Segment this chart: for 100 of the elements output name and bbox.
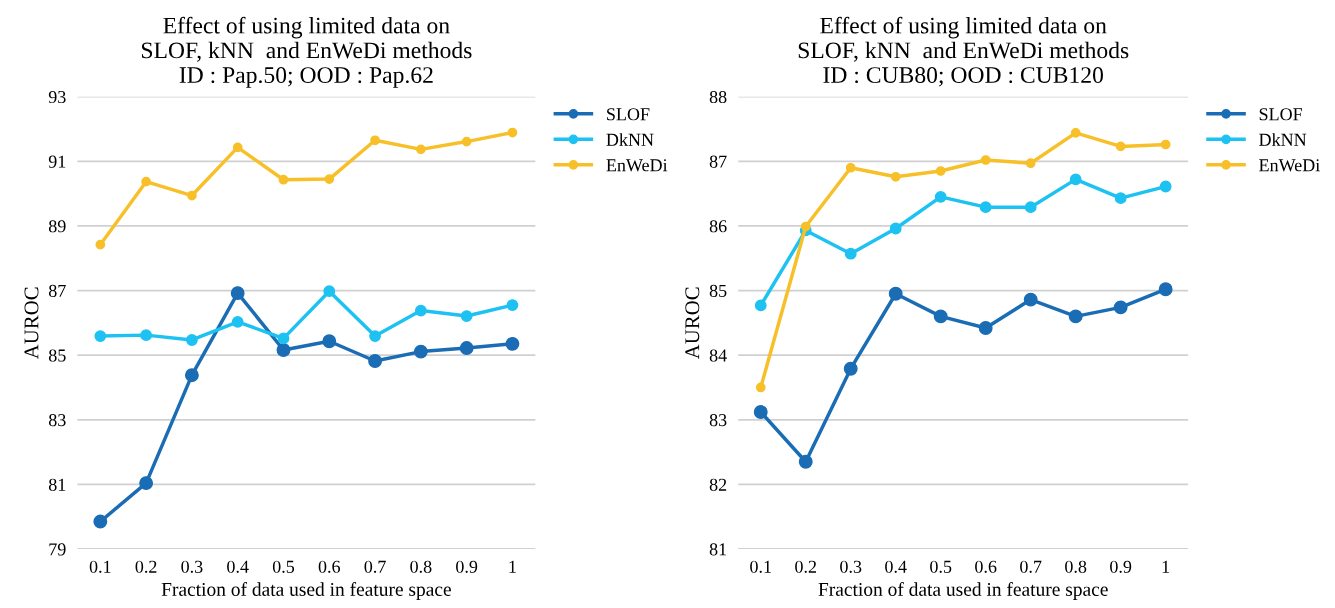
y-tick-label: 82 xyxy=(709,478,727,491)
point xyxy=(800,221,811,232)
point xyxy=(141,176,151,187)
point xyxy=(370,135,380,146)
y-tick-label: 85 xyxy=(48,349,66,362)
point xyxy=(1159,180,1172,193)
point xyxy=(888,286,903,301)
y-axis-title: AUROC xyxy=(24,287,39,360)
x-tick-label: 0.9 xyxy=(1110,560,1132,573)
point xyxy=(845,162,856,173)
point xyxy=(1070,127,1081,138)
point xyxy=(231,315,244,328)
x-tick-label: 0.4 xyxy=(227,560,249,573)
y-tick-label: 84 xyxy=(709,349,727,362)
x-tick-label: 0.9 xyxy=(456,560,478,573)
point xyxy=(755,382,766,393)
point xyxy=(1068,309,1083,324)
point xyxy=(506,299,519,311)
legend-label: EnWeDi xyxy=(1259,159,1320,172)
point xyxy=(934,190,947,203)
x-tick-label: 0.5 xyxy=(272,560,295,573)
legend-label: DkNN xyxy=(606,133,654,146)
point xyxy=(843,361,858,376)
y-tick-label: 81 xyxy=(709,543,727,556)
x-tick-label: 0.1 xyxy=(750,560,771,573)
x-tick-label: 1 xyxy=(1162,560,1170,573)
x-tick-label: 1 xyxy=(509,560,516,573)
chart-title: Effect of using limited data on SLOF, kNN and EnWeDi methods ID : Pap.50; OOD : Pap.62 xyxy=(141,16,472,88)
point xyxy=(979,201,992,214)
point xyxy=(754,299,767,312)
y-axis-title: AUROC xyxy=(685,287,700,360)
x-tick-label: 0.7 xyxy=(364,560,386,573)
point xyxy=(277,332,290,345)
point xyxy=(93,514,108,529)
point xyxy=(935,166,946,176)
y-tick-label: 86 xyxy=(709,220,727,233)
point xyxy=(460,310,473,322)
point xyxy=(368,354,383,368)
y-tick-label: 91 xyxy=(48,155,66,168)
point xyxy=(507,127,518,138)
x-tick-label: 0.2 xyxy=(795,560,817,573)
point xyxy=(753,405,768,419)
y-tick-label: 88 xyxy=(709,90,727,104)
point xyxy=(415,144,426,155)
point xyxy=(323,285,336,298)
point xyxy=(140,329,153,342)
point xyxy=(1114,192,1127,205)
point xyxy=(413,344,428,359)
y-tick-label: 85 xyxy=(709,284,727,297)
point xyxy=(276,343,291,357)
x-tick-label: 0.7 xyxy=(1020,560,1042,573)
point xyxy=(369,330,381,342)
point xyxy=(278,174,289,185)
point xyxy=(322,334,337,349)
point xyxy=(844,247,857,260)
point xyxy=(230,286,245,301)
point xyxy=(186,334,198,346)
y-tick-label: 87 xyxy=(48,284,66,297)
legend-label: EnWeDi xyxy=(606,159,668,172)
x-axis-title: Fraction of data used in feature space xyxy=(818,582,1108,600)
point xyxy=(139,476,154,491)
legend-label: SLOF xyxy=(607,108,650,121)
legend-label: SLOF xyxy=(1259,108,1303,121)
x-axis-title: Fraction of data used in feature space xyxy=(161,582,451,600)
point xyxy=(798,454,813,469)
point xyxy=(1025,158,1036,169)
point xyxy=(184,368,199,383)
point xyxy=(1160,139,1171,150)
y-tick-label: 83 xyxy=(48,414,66,427)
point xyxy=(505,336,520,351)
x-tick-label: 0.3 xyxy=(840,560,862,573)
point xyxy=(459,341,474,355)
point xyxy=(1115,141,1126,152)
chart-title: Effect of using limited data on SLOF, kNN and EnWeDi methods ID : CUB80; OOD : CUB120 xyxy=(798,16,1129,87)
point xyxy=(1158,282,1173,297)
point xyxy=(95,239,106,250)
point xyxy=(324,174,335,184)
point xyxy=(1113,300,1128,315)
point xyxy=(1023,292,1038,307)
point xyxy=(978,321,993,335)
y-tick-label: 83 xyxy=(709,414,727,427)
point xyxy=(414,304,427,317)
y-tick-label: 93 xyxy=(48,90,66,104)
x-tick-label: 0.8 xyxy=(410,560,432,573)
x-tick-label: 0.6 xyxy=(975,560,997,573)
y-tick-label: 81 xyxy=(48,478,66,491)
x-tick-label: 0.1 xyxy=(89,560,111,573)
x-tick-label: 0.4 xyxy=(885,560,907,573)
point xyxy=(933,309,948,324)
point xyxy=(1024,201,1037,214)
x-tick-label: 0.3 xyxy=(181,560,203,573)
x-tick-label: 0.5 xyxy=(930,560,952,573)
point xyxy=(232,142,243,153)
y-tick-label: 87 xyxy=(709,155,727,168)
point xyxy=(980,155,991,165)
x-tick-label: 0.2 xyxy=(135,560,157,573)
x-tick-label: 0.8 xyxy=(1065,560,1087,573)
point xyxy=(1069,173,1082,186)
point xyxy=(187,190,197,201)
y-tick-label: 79 xyxy=(49,543,66,556)
